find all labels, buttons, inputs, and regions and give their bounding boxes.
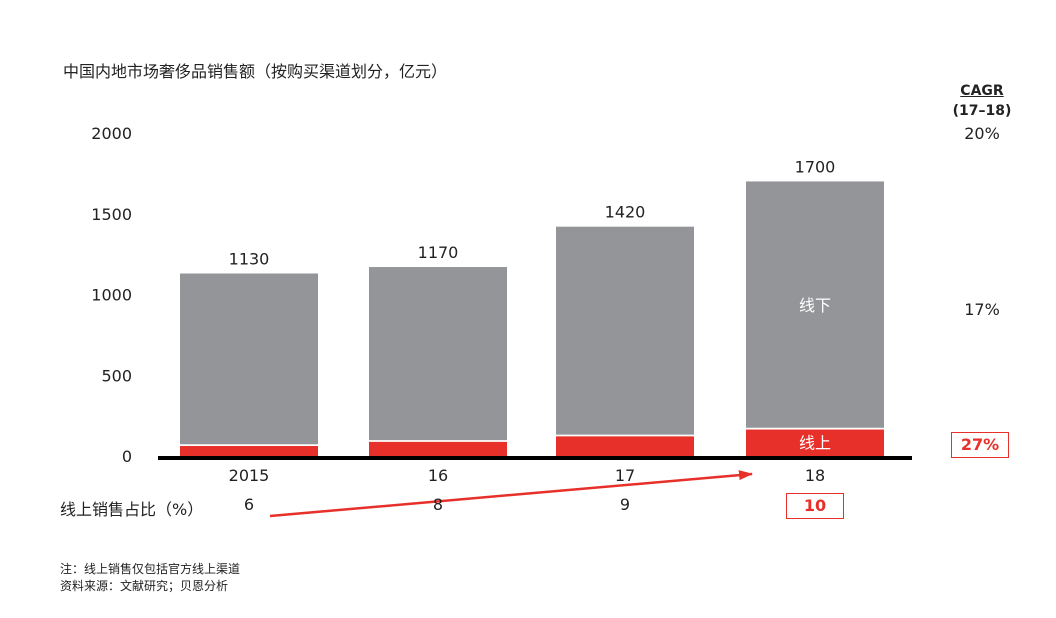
source-note: 资料来源：文献研究；贝恩分析 xyxy=(60,579,229,593)
x-tick-label-16: 16 xyxy=(428,466,448,485)
bar-offline-18 xyxy=(746,181,884,429)
cagr-title: CAGR xyxy=(960,83,1004,99)
footnote: 注：线上销售仅包括官方线上渠道 xyxy=(60,562,241,576)
online-share-17: 9 xyxy=(619,495,631,514)
y-axis-ticks: 2000 1500 1000 500 0 xyxy=(91,124,132,466)
y-tick-label: 500 xyxy=(101,366,132,385)
bar-offline-17 xyxy=(556,226,694,436)
bars xyxy=(180,181,884,456)
chart-title: 中国内地市场奢侈品销售额（按购买渠道划分，亿元） xyxy=(63,62,448,81)
bar-offline-2015 xyxy=(180,273,318,446)
bar-online-17 xyxy=(556,436,694,456)
x-tick-label-2015: 2015 xyxy=(229,466,270,485)
y-tick-label: 0 xyxy=(122,447,132,466)
cagr-online: 27% xyxy=(951,432,1009,458)
series-label-online: 线上 xyxy=(799,433,831,452)
cagr-total: 20% xyxy=(964,124,1000,143)
series-label-offline: 线下 xyxy=(799,296,831,315)
y-tick-label: 1500 xyxy=(91,205,132,224)
cagr-offline: 17% xyxy=(964,300,1000,319)
online-share-label: 线上销售占比（%） xyxy=(60,500,204,519)
total-label-16: 1170 xyxy=(418,243,459,262)
bar-online-18 xyxy=(746,429,884,456)
bar-online-16 xyxy=(369,441,507,456)
x-tick-label-17: 17 xyxy=(615,466,635,485)
total-label-17: 1420 xyxy=(605,203,646,222)
bar-online-2015 xyxy=(180,446,318,456)
cagr-period: (17–18) xyxy=(952,103,1012,119)
x-tick-label-18: 18 xyxy=(805,466,825,485)
total-label-18: 1700 xyxy=(795,157,836,176)
y-tick-label: 1000 xyxy=(91,286,132,305)
online-share-16: 8 xyxy=(432,495,444,514)
total-label-2015: 1130 xyxy=(229,250,270,269)
y-tick-label: 2000 xyxy=(91,124,132,143)
trend-arrow xyxy=(269,470,753,518)
bar-offline-16 xyxy=(369,267,507,441)
online-share-2015: 6 xyxy=(243,495,255,514)
online-share-18: 10 xyxy=(786,493,844,519)
